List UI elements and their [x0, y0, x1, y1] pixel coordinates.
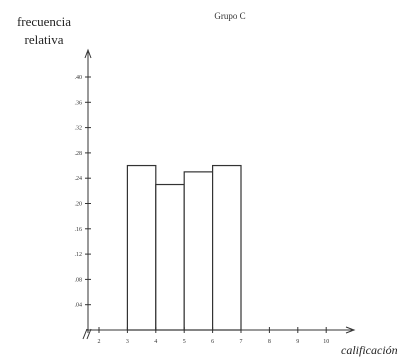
axis-break-mark [82, 328, 92, 340]
chart-title: Grupo C [214, 11, 245, 21]
x-tick-label: 6 [211, 339, 214, 345]
x-tick-label: 5 [183, 339, 186, 345]
y-axis-label-line1: frecuencia [17, 14, 71, 29]
x-axis-arrow [345, 326, 356, 334]
y-tick-label: .04 [75, 303, 83, 309]
bar-4 [212, 164, 242, 331]
x-tick-label: 3 [126, 339, 129, 345]
x-tick-label: 10 [323, 339, 329, 345]
y-tick-label: .24 [75, 176, 83, 182]
y-tick-label: .20 [75, 202, 83, 208]
y-ticks: .04 .08 .12 .16 .20 .24 .28 .32 .36 .40 [75, 75, 91, 309]
x-tick-label: 7 [240, 339, 243, 345]
bar-3 [183, 171, 214, 331]
x-tick-label: 9 [296, 339, 299, 345]
y-tick-label: .40 [75, 75, 83, 81]
bars [126, 164, 242, 331]
x-axis-label: calificación [341, 343, 398, 357]
y-tick-label: .28 [75, 151, 83, 157]
x-tick-label: 4 [154, 339, 157, 345]
y-tick-label: .16 [75, 227, 83, 233]
bar-1 [126, 164, 157, 331]
y-tick-label: .08 [75, 277, 83, 283]
x-tick-label: 8 [268, 339, 271, 345]
y-tick-label: .32 [75, 126, 83, 132]
y-tick-label: .12 [75, 252, 83, 258]
x-tick-label: 2 [98, 339, 101, 345]
bar-2 [155, 183, 185, 331]
y-tick-label: .36 [75, 100, 83, 106]
y-axis-label-line2: relativa [25, 32, 64, 47]
y-axis-arrow [84, 48, 92, 59]
x-ticks: 2 3 4 5 6 7 8 9 10 [98, 327, 329, 345]
